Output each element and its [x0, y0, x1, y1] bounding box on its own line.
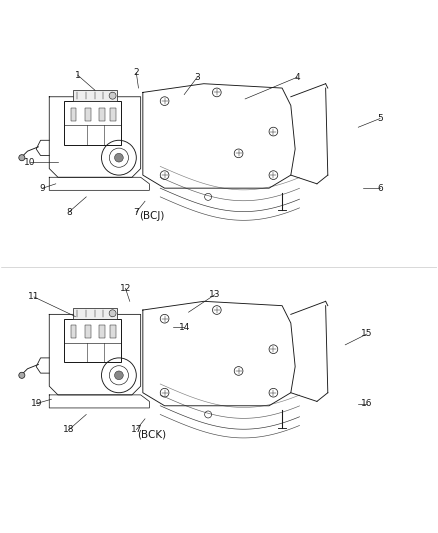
- Circle shape: [19, 372, 25, 378]
- Circle shape: [115, 371, 123, 379]
- Circle shape: [19, 155, 25, 161]
- Bar: [73, 308, 117, 319]
- Text: 17: 17: [131, 425, 142, 434]
- Text: 2: 2: [134, 68, 139, 77]
- Bar: [99, 325, 105, 338]
- Bar: [110, 325, 116, 338]
- Text: 12: 12: [120, 284, 131, 293]
- Text: 11: 11: [28, 293, 40, 302]
- Bar: [99, 108, 105, 120]
- Text: 14: 14: [179, 323, 190, 332]
- Bar: [110, 108, 116, 120]
- Text: 10: 10: [24, 158, 35, 166]
- Text: 4: 4: [294, 72, 300, 82]
- Text: 7: 7: [134, 207, 139, 216]
- Text: (BCJ): (BCJ): [139, 212, 164, 221]
- Circle shape: [115, 154, 123, 162]
- Circle shape: [109, 92, 116, 99]
- Text: 13: 13: [209, 290, 220, 300]
- Text: 5: 5: [377, 114, 383, 123]
- Bar: [71, 325, 77, 338]
- Bar: [64, 101, 121, 144]
- Bar: [71, 108, 77, 120]
- Text: 8: 8: [66, 207, 72, 216]
- Text: 3: 3: [194, 72, 200, 82]
- Text: 15: 15: [361, 329, 373, 338]
- Circle shape: [109, 310, 116, 317]
- Bar: [73, 90, 117, 101]
- Text: 19: 19: [31, 399, 42, 408]
- Text: 6: 6: [377, 184, 383, 192]
- Bar: [64, 319, 121, 362]
- Text: (BCK): (BCK): [137, 429, 166, 439]
- Text: 16: 16: [361, 399, 373, 408]
- Text: 9: 9: [40, 184, 46, 192]
- Bar: [85, 108, 91, 120]
- Bar: [85, 325, 91, 338]
- Text: 1: 1: [74, 70, 81, 79]
- Text: 18: 18: [63, 425, 74, 434]
